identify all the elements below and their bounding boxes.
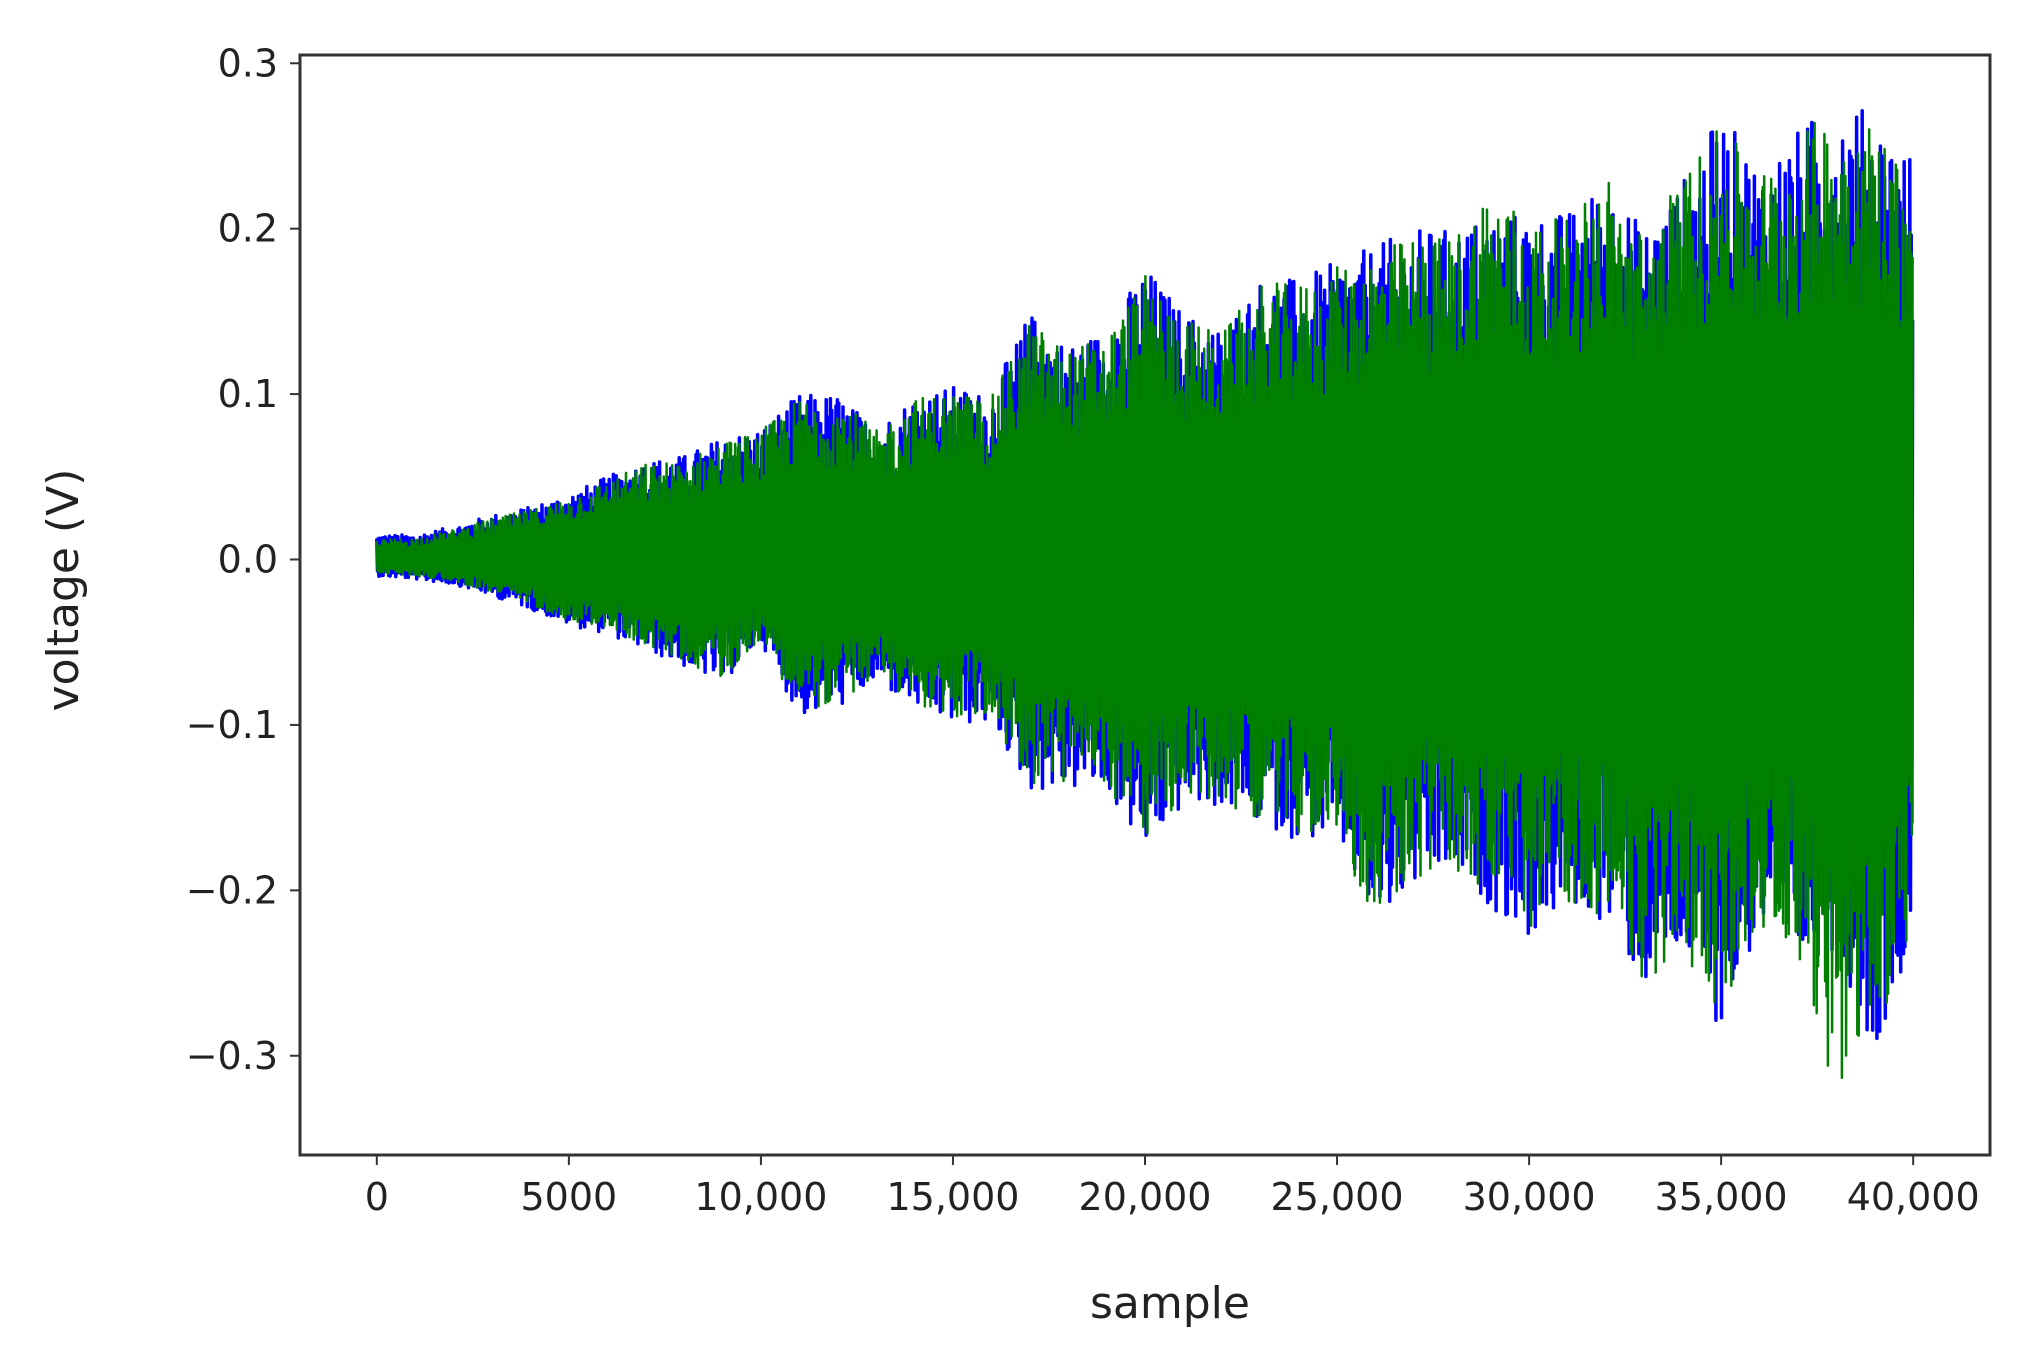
y-axis-label: voltage (V) (38, 469, 89, 712)
y-tick-label: 0.1 (218, 372, 278, 416)
x-tick-label: 25,000 (1271, 1175, 1404, 1219)
y-tick-label: 0.3 (218, 41, 278, 85)
x-axis: 0 5000 10,000 15,000 20,000 25,000 30,000 35,00… (365, 1155, 1980, 1219)
x-tick-label: 35,000 (1655, 1175, 1788, 1219)
x-tick-label: 40,000 (1847, 1175, 1980, 1219)
y-tick-label: −0.1 (186, 703, 278, 747)
y-tick-label: −0.2 (186, 868, 278, 912)
y-axis: 0.3 0.2 0.1 0.0 −0.1 −0.2 −0.3 (186, 41, 300, 1078)
series-line-green (375, 121, 1914, 1079)
y-tick-label: 0.2 (218, 207, 278, 251)
x-tick-label: 5000 (521, 1175, 618, 1219)
x-tick-label: 0 (365, 1175, 389, 1219)
x-tick-label: 15,000 (886, 1175, 1019, 1219)
x-tick-label: 30,000 (1463, 1175, 1596, 1219)
x-tick-label: 20,000 (1079, 1175, 1212, 1219)
series-layer (375, 108, 1915, 1079)
y-tick-label: 0.0 (218, 538, 278, 582)
x-tick-label: 10,000 (694, 1175, 827, 1219)
y-tick-label: −0.3 (186, 1034, 278, 1078)
x-axis-label: sample (1090, 1278, 1250, 1329)
